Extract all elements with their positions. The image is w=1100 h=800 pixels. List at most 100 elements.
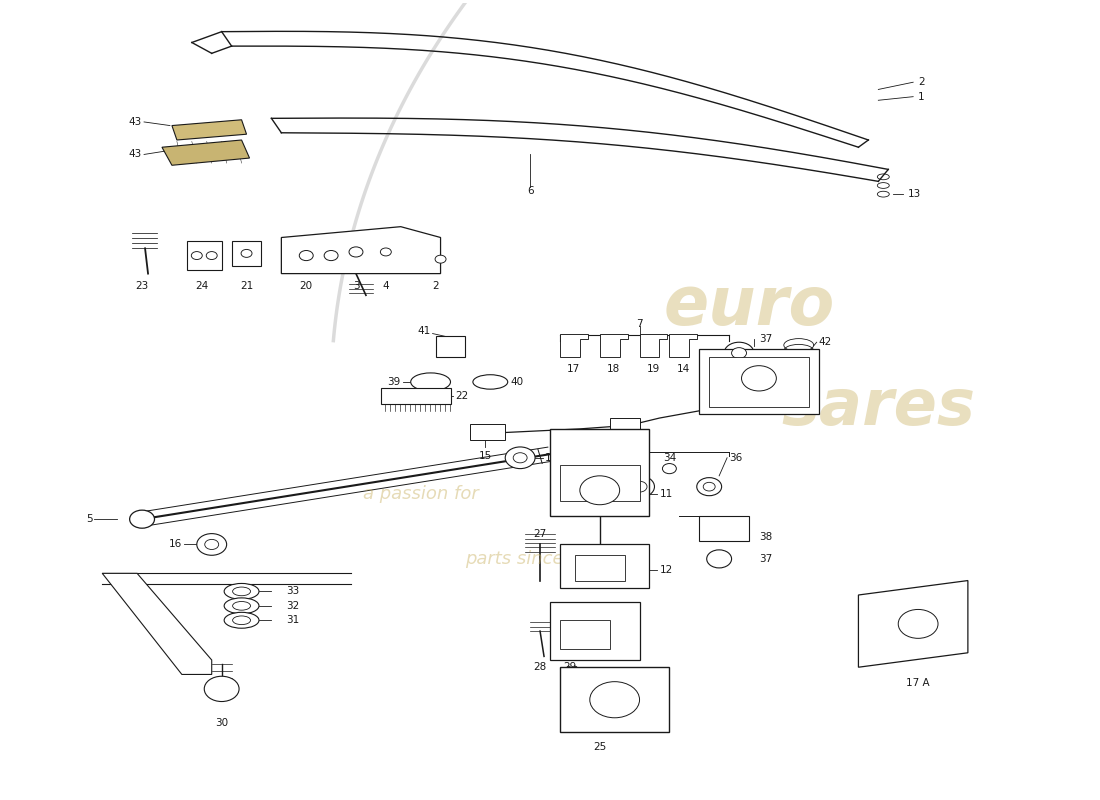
Circle shape — [299, 250, 314, 261]
Text: 20: 20 — [299, 281, 312, 291]
Ellipse shape — [724, 342, 754, 364]
Ellipse shape — [224, 612, 258, 628]
Ellipse shape — [732, 348, 747, 358]
Text: 21: 21 — [240, 281, 253, 291]
Text: a passion for: a passion for — [363, 485, 478, 503]
Ellipse shape — [130, 510, 154, 528]
Bar — [471, 424, 505, 440]
Circle shape — [206, 251, 217, 259]
Text: 31: 31 — [286, 615, 299, 626]
Ellipse shape — [741, 366, 777, 391]
Ellipse shape — [590, 682, 639, 718]
Text: 36: 36 — [729, 453, 743, 462]
Text: 8: 8 — [563, 458, 570, 468]
Bar — [560, 667, 670, 732]
Bar — [609, 418, 639, 433]
Text: euro: euro — [663, 273, 835, 339]
Text: sares: sares — [781, 376, 976, 438]
Ellipse shape — [410, 373, 451, 391]
Text: 25: 25 — [593, 742, 606, 752]
Text: 35: 35 — [606, 453, 619, 462]
Text: 17: 17 — [568, 364, 581, 374]
Text: 33: 33 — [286, 586, 299, 596]
Polygon shape — [858, 581, 968, 667]
Text: 5: 5 — [86, 514, 92, 524]
Ellipse shape — [703, 482, 715, 491]
Ellipse shape — [473, 374, 508, 389]
Bar — [575, 555, 625, 581]
Polygon shape — [282, 226, 441, 274]
Text: 4: 4 — [383, 281, 389, 291]
Circle shape — [191, 251, 202, 259]
Text: 2: 2 — [918, 78, 925, 87]
Text: 30: 30 — [216, 718, 228, 728]
Polygon shape — [102, 574, 211, 674]
Text: 3: 3 — [353, 281, 360, 291]
Circle shape — [205, 539, 219, 550]
Circle shape — [662, 463, 676, 474]
Circle shape — [349, 247, 363, 257]
Text: 24: 24 — [195, 281, 208, 291]
Polygon shape — [670, 334, 697, 357]
Bar — [381, 388, 451, 404]
Bar — [550, 429, 649, 515]
Text: 38: 38 — [759, 532, 772, 542]
Text: 37: 37 — [759, 554, 772, 564]
Text: 19: 19 — [647, 364, 660, 374]
Text: 27: 27 — [534, 529, 547, 538]
Text: 13: 13 — [909, 189, 922, 199]
Text: 18: 18 — [607, 364, 620, 374]
Polygon shape — [172, 120, 246, 140]
Bar — [436, 337, 465, 357]
Text: 29: 29 — [563, 662, 576, 672]
Ellipse shape — [205, 676, 239, 702]
Text: 28: 28 — [534, 662, 547, 672]
Text: 7: 7 — [636, 319, 642, 329]
Ellipse shape — [232, 602, 251, 610]
Bar — [187, 241, 222, 270]
Ellipse shape — [696, 478, 722, 496]
Text: 34: 34 — [663, 453, 676, 462]
Circle shape — [381, 248, 392, 256]
Text: 41: 41 — [417, 326, 430, 336]
Text: 32: 32 — [286, 601, 299, 611]
Polygon shape — [560, 334, 587, 357]
Text: 23: 23 — [135, 281, 149, 291]
Text: 16: 16 — [168, 539, 182, 550]
Text: 16: 16 — [544, 453, 559, 462]
Text: 43: 43 — [129, 150, 142, 159]
Ellipse shape — [224, 598, 258, 614]
Ellipse shape — [625, 476, 654, 498]
Text: 40: 40 — [510, 377, 524, 387]
Bar — [700, 515, 749, 541]
Text: 12: 12 — [659, 565, 673, 574]
Bar — [560, 545, 649, 588]
Text: 2: 2 — [432, 281, 439, 291]
Circle shape — [197, 534, 227, 555]
Ellipse shape — [899, 610, 938, 638]
Polygon shape — [162, 140, 250, 166]
Text: 42: 42 — [818, 338, 832, 347]
Text: 6: 6 — [527, 186, 534, 195]
Circle shape — [324, 250, 338, 261]
Text: 43: 43 — [129, 117, 142, 127]
Text: 9: 9 — [563, 478, 570, 488]
Ellipse shape — [232, 587, 251, 596]
Text: 14: 14 — [676, 364, 690, 374]
Text: 15: 15 — [478, 450, 492, 461]
Circle shape — [505, 447, 535, 469]
Text: 39: 39 — [387, 377, 400, 387]
Circle shape — [436, 255, 446, 263]
Ellipse shape — [224, 583, 258, 599]
Ellipse shape — [706, 550, 732, 568]
Text: 1: 1 — [918, 92, 925, 102]
Circle shape — [241, 250, 252, 258]
Bar — [560, 465, 639, 501]
Circle shape — [514, 453, 527, 463]
Text: 37: 37 — [759, 334, 772, 344]
Ellipse shape — [632, 482, 647, 492]
Text: 17 A: 17 A — [906, 678, 930, 688]
Bar — [550, 602, 639, 660]
Text: 11: 11 — [659, 489, 673, 499]
Bar — [710, 357, 808, 407]
